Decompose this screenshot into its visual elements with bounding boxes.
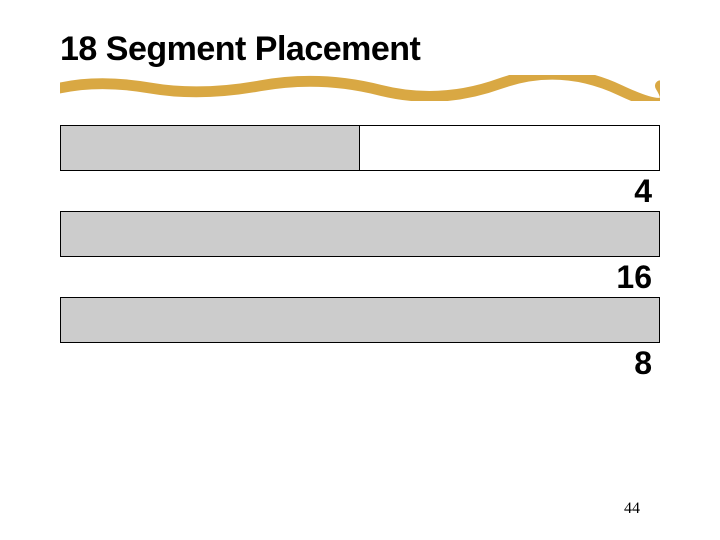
segment-pair: 8 bbox=[60, 297, 660, 383]
segment-label-row: 8 bbox=[60, 343, 660, 383]
segment-diagram: 4 16 8 bbox=[60, 125, 660, 383]
segment-label: 8 bbox=[634, 345, 652, 382]
segment-pair: 4 bbox=[60, 125, 660, 211]
segment-pair: 16 bbox=[60, 211, 660, 297]
title-underline bbox=[60, 75, 660, 101]
page-number: 44 bbox=[624, 500, 640, 518]
segment-bar-fill bbox=[61, 212, 659, 256]
segment-bar bbox=[60, 125, 660, 171]
segment-label-row: 16 bbox=[60, 257, 660, 297]
segment-bar bbox=[60, 297, 660, 343]
segment-bar-fill bbox=[61, 126, 360, 170]
underline-stroke bbox=[60, 75, 660, 101]
segment-bar bbox=[60, 211, 660, 257]
segment-bar-fill bbox=[61, 298, 659, 342]
slide-title: 18 Segment Placement bbox=[60, 30, 660, 69]
segment-label-row: 4 bbox=[60, 171, 660, 211]
segment-label: 4 bbox=[634, 173, 652, 210]
segment-label: 16 bbox=[616, 259, 652, 296]
